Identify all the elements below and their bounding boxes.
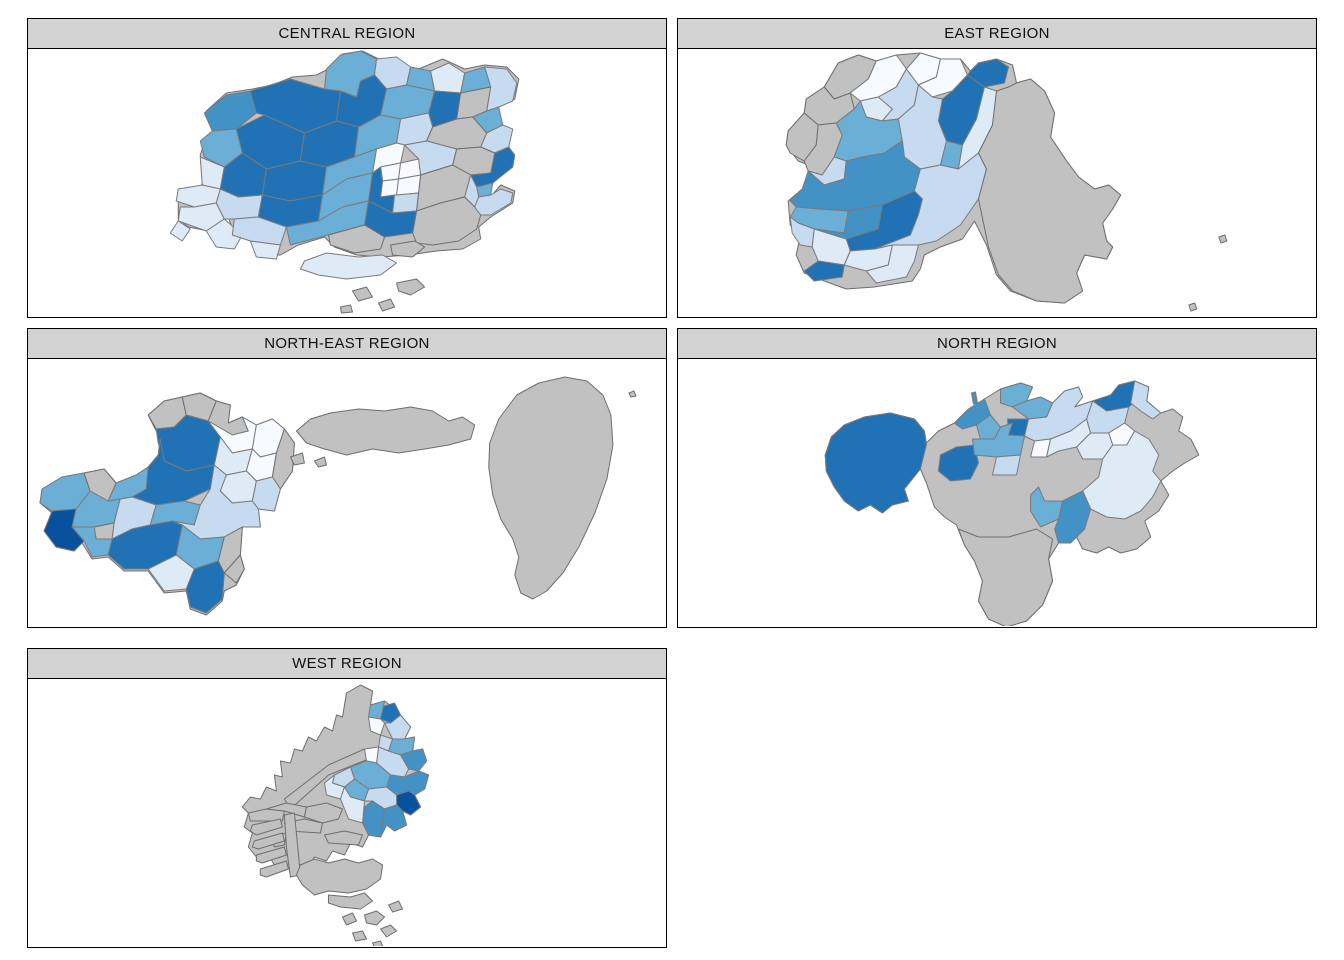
map-polygon xyxy=(249,818,283,836)
map-polygon xyxy=(341,912,358,926)
map-polygon xyxy=(169,220,191,242)
map-polygon xyxy=(957,528,1054,626)
facet-title-north-east: NORTH-EAST REGION xyxy=(264,335,430,352)
map-polygon xyxy=(205,218,243,250)
facet-title-north: NORTH REGION xyxy=(937,335,1057,352)
facet-title-central: CENTRAL REGION xyxy=(278,25,416,42)
map-area-west xyxy=(28,679,666,946)
facet-header-central: CENTRAL REGION xyxy=(28,19,666,49)
map-polygon xyxy=(380,804,408,838)
map-polygon xyxy=(966,58,1010,88)
map-polygon xyxy=(323,830,364,846)
map-area-north-east xyxy=(28,359,666,626)
map-polygon xyxy=(303,802,343,824)
map-area-east xyxy=(678,49,1316,316)
facet-header-east: EAST REGION xyxy=(678,19,1316,49)
map-polygon xyxy=(255,846,287,864)
map-polygon xyxy=(390,240,426,258)
map-polygon xyxy=(971,422,1026,458)
map-west-region xyxy=(241,684,430,946)
map-polygon xyxy=(1030,486,1064,528)
facet-header-north: NORTH REGION xyxy=(678,329,1316,359)
panel-north-region: NORTH REGION xyxy=(677,328,1317,628)
map-north-region xyxy=(824,380,1200,626)
map-polygon xyxy=(1130,380,1162,420)
map-polygon xyxy=(865,244,919,284)
map-polygon xyxy=(339,304,354,314)
facet-title-east: EAST REGION xyxy=(944,25,1050,42)
map-polygon xyxy=(1082,430,1162,520)
map-polygon xyxy=(217,526,243,574)
map-polygon xyxy=(283,812,301,878)
map-polygon xyxy=(185,560,225,614)
map-polygon xyxy=(488,376,614,600)
map-polygon xyxy=(378,298,396,312)
map-polygon xyxy=(327,224,386,254)
map-polygon xyxy=(970,391,978,405)
map-polygon xyxy=(368,716,386,736)
map-east-region xyxy=(785,52,1228,312)
map-polygon xyxy=(803,260,845,282)
map-polygon xyxy=(249,240,281,260)
map-polygon xyxy=(223,554,245,584)
map-polygon xyxy=(380,924,398,938)
map-polygon xyxy=(299,252,398,280)
map-polygon xyxy=(295,858,384,896)
map-polygon xyxy=(1218,234,1228,244)
facet-header-north-east: NORTH-EAST REGION xyxy=(28,329,666,359)
map-polygon xyxy=(372,940,384,946)
map-central-region xyxy=(169,50,520,314)
map-polygon xyxy=(364,910,386,926)
panel-west-region: WEST REGION xyxy=(27,648,667,948)
map-area-central xyxy=(28,49,666,316)
panel-north-east-region: NORTH-EAST REGION xyxy=(27,328,667,628)
map-polygon xyxy=(339,786,366,824)
map-polygon xyxy=(289,452,305,466)
map-polygon xyxy=(1054,490,1092,544)
map-polygon xyxy=(259,860,289,878)
map-polygon xyxy=(474,188,514,216)
map-polygon xyxy=(937,444,979,482)
map-polygon xyxy=(388,900,404,913)
map-polygon xyxy=(313,456,327,468)
map-polygon xyxy=(1188,302,1198,312)
map-polygon xyxy=(824,412,927,514)
map-polygon xyxy=(352,930,368,942)
map-polygon xyxy=(628,390,637,398)
panel-east-region: EAST REGION xyxy=(677,18,1317,318)
map-polygon xyxy=(991,454,1022,476)
map-polygon xyxy=(251,832,285,850)
facet-header-west: WEST REGION xyxy=(28,649,666,679)
map-polygon xyxy=(977,78,1122,304)
map-polygon xyxy=(352,286,374,302)
map-polygon xyxy=(327,892,374,910)
map-polygon xyxy=(295,406,476,456)
map-polygon xyxy=(71,526,113,558)
map-polygon xyxy=(396,278,426,296)
map-north-east-region xyxy=(39,376,637,616)
map-area-north xyxy=(678,359,1316,626)
map-polygon xyxy=(484,66,518,112)
panel-central-region: CENTRAL REGION xyxy=(27,18,667,318)
map-polygon xyxy=(380,178,400,198)
facet-title-west: WEST REGION xyxy=(292,655,402,672)
map-polygon xyxy=(392,192,420,214)
